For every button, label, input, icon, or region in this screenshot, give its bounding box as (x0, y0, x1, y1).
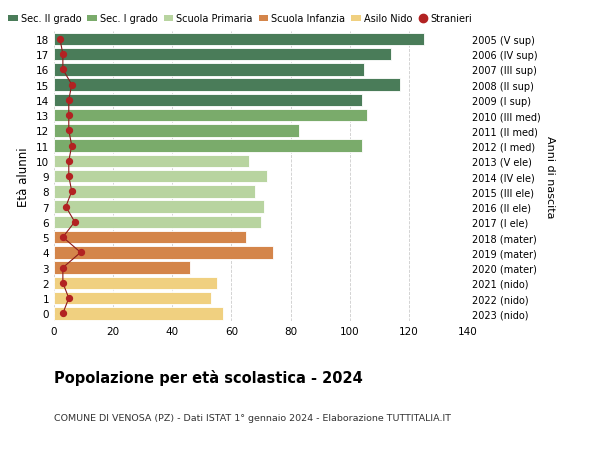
Point (58, 280, 68, 287)
Bar (54, 155, 249, 168)
Point (64, 112, 74, 119)
Point (67, 188, 77, 196)
Point (64, 173, 74, 180)
Bar (54, 201, 264, 213)
Bar (54, 277, 217, 290)
Bar (54, 64, 364, 76)
Bar (54, 292, 211, 305)
Point (64, 128, 74, 135)
Bar (54, 34, 424, 46)
Text: COMUNE DI VENOSA (PZ) - Dati ISTAT 1° gennaio 2024 - Elaborazione TUTTITALIA.IT: COMUNE DI VENOSA (PZ) - Dati ISTAT 1° ge… (54, 413, 451, 422)
Point (67, 143, 77, 150)
Bar (54, 216, 261, 229)
Bar (54, 95, 362, 107)
Point (58, 264, 68, 272)
Y-axis label: Anni di nascita: Anni di nascita (545, 135, 555, 218)
Point (67, 82, 77, 89)
Point (70, 218, 79, 226)
Bar (54, 125, 299, 137)
Point (76, 249, 85, 257)
Bar (54, 231, 246, 244)
Text: Popolazione per età scolastica - 2024: Popolazione per età scolastica - 2024 (54, 369, 363, 386)
Point (58, 310, 68, 317)
Bar (54, 49, 391, 61)
Bar (54, 140, 362, 152)
Legend: Sec. II grado, Sec. I grado, Scuola Primaria, Scuola Infanzia, Asilo Nido, Stran: Sec. II grado, Sec. I grado, Scuola Prim… (8, 14, 472, 24)
Point (64, 158, 74, 165)
Point (64, 97, 74, 104)
Point (58, 234, 68, 241)
Bar (54, 170, 267, 183)
Point (61, 203, 71, 211)
Point (64, 295, 74, 302)
Point (58, 67, 68, 74)
Bar (54, 79, 400, 92)
Bar (54, 186, 255, 198)
Bar (54, 246, 273, 259)
Point (55, 36, 65, 44)
Bar (54, 308, 223, 320)
Point (58, 51, 68, 59)
Bar (54, 262, 190, 274)
Bar (54, 110, 367, 122)
Y-axis label: Età alunni: Età alunni (17, 147, 31, 207)
